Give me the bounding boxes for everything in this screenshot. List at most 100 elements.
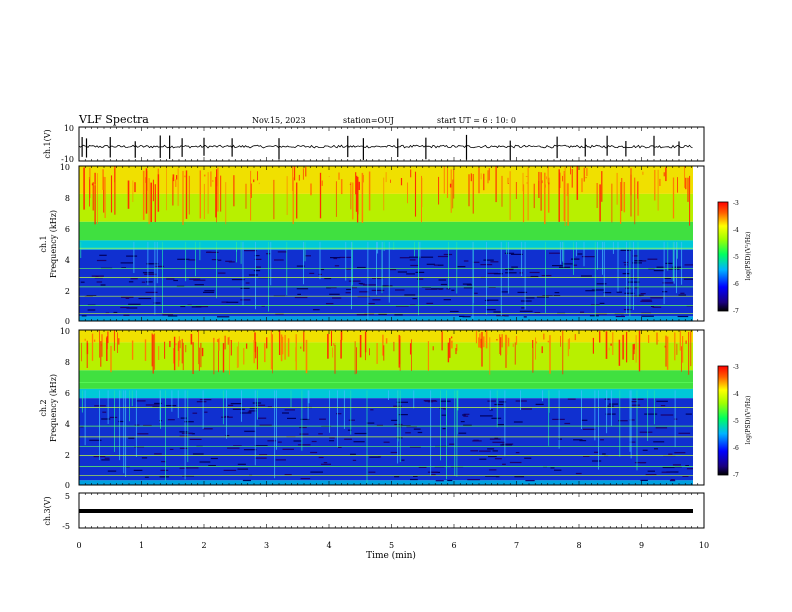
spec1-speckle-52: [410, 264, 419, 267]
spec1-band-2: [79, 221, 693, 241]
spec1-speckle-24: [483, 259, 494, 261]
spec2-speckle-89: [394, 423, 403, 426]
spec2-speckle-108: [653, 441, 665, 443]
spec1-speckle-224: [330, 257, 341, 259]
spec1-speckle-231: [372, 277, 384, 279]
spec1-speckle-236: [552, 265, 563, 267]
spec2-speckle-239: [639, 431, 653, 433]
spec1-speckle-65: [320, 268, 325, 271]
x-tick-label-1: 1: [139, 541, 144, 550]
spec2-speckle-175: [449, 443, 455, 445]
spec2-speckle-245: [232, 408, 245, 410]
spec2-speckle-37: [669, 480, 676, 482]
spec1-speckle-182: [166, 278, 175, 280]
spec1-speckle-166: [177, 258, 190, 260]
spec2-speckle-4: [221, 416, 233, 418]
spec2-speckle-154: [418, 466, 427, 468]
spec2-speckle-65: [329, 440, 335, 442]
spec2-speckle-99: [396, 437, 403, 439]
spec1-speckle-245: [573, 264, 578, 266]
spec2-speckle-229: [413, 428, 421, 430]
x-tick-label-2: 2: [201, 541, 206, 550]
spec2-speckle-134: [434, 466, 445, 468]
spec2-speckle-83: [137, 433, 149, 435]
spec2-speckle-35: [164, 405, 177, 407]
spec1-speckle-135: [640, 293, 646, 295]
spec1-speckle-105: [187, 304, 192, 306]
spec2-speckle-132: [240, 412, 252, 414]
spec2-speckle-205: [318, 456, 324, 459]
spec1-speckle-10: [426, 263, 435, 265]
spec2-speckle-113: [458, 432, 467, 434]
spec1-speckle-51: [640, 300, 653, 302]
spec1-speckle-215: [266, 253, 271, 255]
spec1-speckle-114: [449, 310, 459, 313]
spec1-speckle-225: [580, 311, 585, 313]
spec2-speckle-34: [101, 418, 111, 420]
spec2-speckle-258: [462, 414, 466, 416]
spec1-speckle-253: [562, 263, 573, 265]
spec1-speckle-241: [121, 296, 134, 298]
spec2-speckle-53: [494, 437, 499, 439]
spec1-speckle-102: [261, 305, 265, 307]
spec2-speckle-125: [104, 457, 110, 459]
spec1-speckle-246: [678, 294, 686, 296]
spec2-speckle-76: [277, 441, 282, 443]
ch2-freq-label: Frequency (kHz): [49, 374, 58, 442]
spec1-speckle-87: [123, 314, 130, 316]
spec2-speckle-254: [376, 424, 383, 426]
spec1-speckle-232: [511, 266, 518, 268]
spec2-speckle-166: [521, 408, 532, 410]
spec1-speckle-176: [91, 275, 104, 277]
spec1-speckle-159: [345, 268, 351, 270]
spec1-speckle-179: [275, 313, 284, 315]
spec1-speckle-193: [193, 279, 206, 281]
spec1-speckle-177: [459, 315, 465, 317]
spec1-speckle-101: [431, 288, 444, 290]
cb2-tick-m7: -7: [733, 472, 739, 479]
x-tick-label-3: 3: [264, 541, 269, 550]
spec1-speckle-207: [595, 313, 607, 315]
spec2-speckle-12: [344, 438, 352, 440]
spec2-speckle-121: [109, 416, 118, 418]
spec2-speckle-158: [447, 479, 453, 482]
spec1-speckle-158: [554, 292, 560, 294]
spec2-speckle-75: [318, 433, 323, 435]
spec1-speckle-106: [329, 293, 340, 295]
spec1-speckle-93: [255, 266, 261, 268]
spec2-speckle-57: [573, 439, 583, 441]
spec1-speckle-34: [363, 284, 376, 286]
ch1-spectrogram-image: [79, 166, 704, 321]
spec2-speckle-197: [369, 456, 380, 458]
spec1-speckle-85: [121, 267, 126, 269]
spec1-speckle-15: [350, 287, 357, 289]
spec2-speckle-213: [423, 400, 437, 402]
spec2-speckle-63: [167, 419, 175, 421]
spec2-speckle-20: [502, 443, 514, 445]
spec2-speckle-56: [282, 448, 294, 450]
spec1-speckle-145: [188, 259, 196, 261]
x-tick-label-7: 7: [514, 541, 519, 550]
spec1-speckle-9: [312, 309, 320, 311]
ch3-ytick-top: 5: [65, 492, 70, 501]
spec1-speckle-244: [240, 299, 251, 301]
spec1-speckle-127: [488, 286, 496, 288]
ch2-colorbar: -3 -4 -5 -6 -7 log(PSD)(V²/Hz): [717, 364, 752, 479]
ch1-noise-trace: [78, 144, 693, 149]
spec2-speckle-240: [396, 401, 408, 403]
spec2-speckle-244: [662, 466, 675, 469]
spec1-speckle-217: [485, 309, 496, 311]
spec2-speckle-93: [431, 474, 436, 476]
spec1-speckle-25: [620, 249, 632, 251]
spec1-speckle-199: [167, 315, 178, 317]
spec1-speckle-71: [141, 281, 146, 283]
spec2-speckle-70: [243, 449, 257, 451]
spec1-speckle-19: [189, 278, 201, 280]
spec1-speckle-172: [96, 281, 103, 283]
spec2-speckle-228: [242, 479, 251, 482]
spec2-speckle-237: [159, 476, 170, 478]
spec2-speckle-2: [673, 418, 678, 420]
spec2-speckle-178: [300, 478, 311, 480]
spec1-speckle-229: [520, 300, 532, 302]
spec2-speckle-139: [259, 454, 268, 456]
